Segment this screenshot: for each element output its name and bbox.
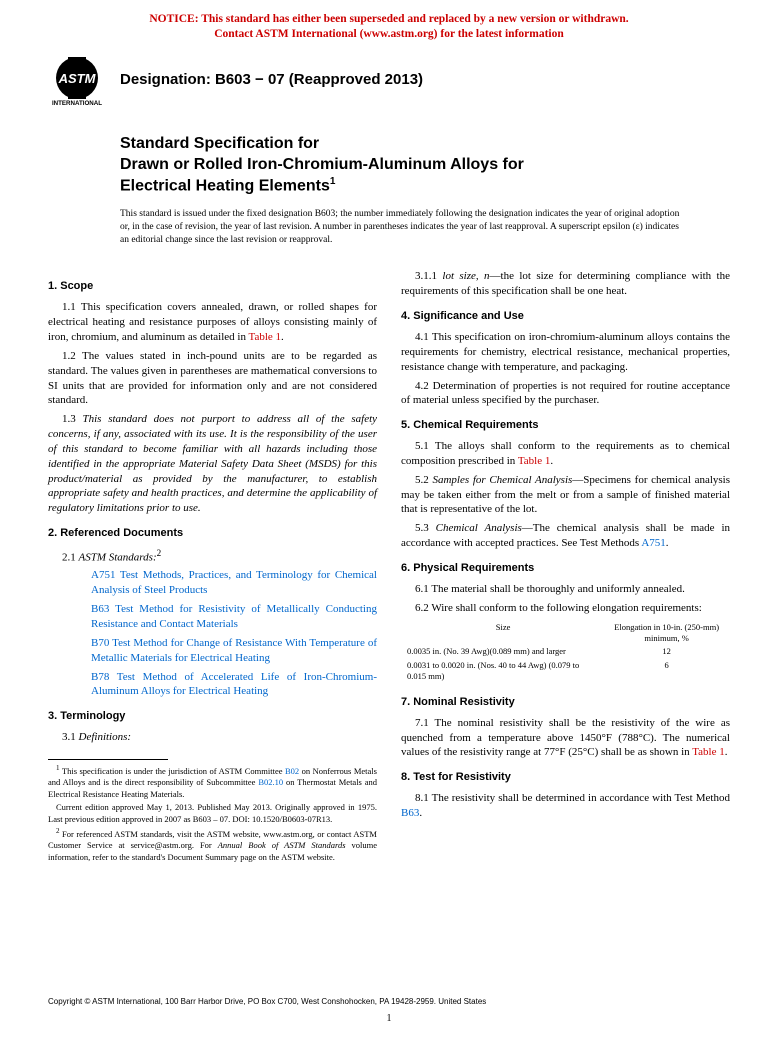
- designation: Designation: B603 − 07 (Reapproved 2013): [120, 70, 423, 90]
- title-line2: Drawn or Rolled Iron-Chromium-Aluminum A…: [120, 156, 524, 173]
- footnotes: 1 This specification is under the jurisd…: [48, 764, 377, 863]
- footnote-2: 2 For referenced ASTM standards, visit t…: [48, 827, 377, 863]
- section-1-heading: 1. Scope: [48, 279, 377, 294]
- page-number: 1: [0, 1012, 778, 1025]
- para-8-1: 8.1 The resistivity shall be determined …: [401, 791, 730, 821]
- ref-b78[interactable]: B78 Test Method of Accelerated Life of I…: [62, 670, 377, 700]
- para-5-3: 5.3 Chemical Analysis—The chemical analy…: [401, 521, 730, 551]
- para-6-2: 6.2 Wire shall conform to the following …: [401, 601, 730, 616]
- para-4-1: 4.1 This specification on iron-chromium-…: [401, 330, 730, 375]
- para-2-1: 2.1 ASTM Standards:2: [48, 547, 377, 566]
- size-cell: 0.0035 in. (No. 39 Awg)(0.089 mm) and la…: [403, 646, 603, 657]
- val-cell: 12: [605, 646, 728, 657]
- para-3-1-1: 3.1.1 lot size, n—the lot size for deter…: [401, 269, 730, 299]
- a751-link[interactable]: A751: [641, 537, 665, 549]
- title-sup: 1: [330, 176, 336, 187]
- copyright: Copyright © ASTM International, 100 Barr…: [48, 997, 486, 1007]
- notice-line2: Contact ASTM International (www.astm.org…: [214, 28, 564, 40]
- para-4-2: 4.2 Determination of properties is not r…: [401, 379, 730, 409]
- footnote-1b: Current edition approved May 1, 2013. Pu…: [48, 802, 377, 825]
- b63-link[interactable]: B63: [401, 807, 419, 819]
- logo-top-text: ASTM: [58, 71, 97, 86]
- para-1-2: 1.2 The values stated in inch-pound unit…: [48, 349, 377, 408]
- section-3-heading: 3. Terminology: [48, 709, 377, 724]
- footnote-1: 1 This specification is under the jurisd…: [48, 764, 377, 800]
- section-7-heading: 7. Nominal Resistivity: [401, 695, 730, 710]
- para-5-2: 5.2 Samples for Chemical Analysis—Specim…: [401, 473, 730, 518]
- col-size-header: Size: [403, 622, 603, 645]
- issuance-note: This standard is issued under the fixed …: [120, 208, 690, 248]
- col-elong-header: Elongation in 10-in. (250-mm) minimum, %: [605, 622, 728, 645]
- section-8-heading: 8. Test for Resistivity: [401, 770, 730, 785]
- subcommittee-b0210-link[interactable]: B02.10: [258, 777, 283, 787]
- title-block: Standard Specification for Drawn or Roll…: [120, 134, 730, 198]
- table-1-link[interactable]: Table 1: [249, 331, 282, 343]
- table-row: 0.0031 to 0.0020 in. (Nos. 40 to 44 Awg)…: [403, 660, 728, 683]
- section-6-heading: 6. Physical Requirements: [401, 561, 730, 576]
- notice-line1: NOTICE: This standard has either been su…: [149, 13, 628, 25]
- section-2-heading: 2. Referenced Documents: [48, 526, 377, 541]
- title-line1: Standard Specification for: [120, 135, 319, 152]
- para-1-1: 1.1 This specification covers annealed, …: [48, 300, 377, 345]
- logo-bottom-text: INTERNATIONAL: [52, 100, 102, 106]
- para-6-1: 6.1 The material shall be thoroughly and…: [401, 582, 730, 597]
- ref-a751[interactable]: A751 Test Methods, Practices, and Termin…: [62, 568, 377, 598]
- section-5-heading: 5. Chemical Requirements: [401, 418, 730, 433]
- page: NOTICE: This standard has either been su…: [0, 0, 778, 1041]
- body-columns: 1. Scope 1.1 This specification covers a…: [48, 269, 730, 865]
- table-row: 0.0035 in. (No. 39 Awg)(0.089 mm) and la…: [403, 646, 728, 657]
- para-3-1: 3.1 Definitions:: [48, 730, 377, 745]
- document-title: Standard Specification for Drawn or Roll…: [120, 134, 730, 198]
- val-cell: 6: [605, 660, 728, 683]
- elongation-table: Size Elongation in 10-in. (250-mm) minim…: [401, 620, 730, 685]
- committee-b02-link[interactable]: B02: [285, 766, 299, 776]
- ref-b70[interactable]: B70 Test Method for Change of Resistance…: [62, 636, 377, 666]
- para-1-3: 1.3 This standard does not purport to ad…: [48, 412, 377, 516]
- title-line3: Electrical Heating Elements: [120, 178, 330, 195]
- para-7-1: 7.1 The nominal resistivity shall be the…: [401, 716, 730, 761]
- section-4-heading: 4. Significance and Use: [401, 309, 730, 324]
- header-row: ASTM INTERNATIONAL Designation: B603 − 0…: [48, 54, 730, 106]
- para-5-1: 5.1 The alloys shall conform to the requ…: [401, 439, 730, 469]
- table-1-link-c[interactable]: Table 1: [692, 746, 725, 758]
- supersession-notice: NOTICE: This standard has either been su…: [48, 12, 730, 42]
- table-1-link-b[interactable]: Table 1: [518, 455, 551, 467]
- size-cell: 0.0031 to 0.0020 in. (Nos. 40 to 44 Awg)…: [403, 660, 603, 683]
- ref-b63[interactable]: B63 Test Method for Resistivity of Metal…: [62, 602, 377, 632]
- table-row: Size Elongation in 10-in. (250-mm) minim…: [403, 622, 728, 645]
- astm-logo: ASTM INTERNATIONAL: [48, 54, 106, 106]
